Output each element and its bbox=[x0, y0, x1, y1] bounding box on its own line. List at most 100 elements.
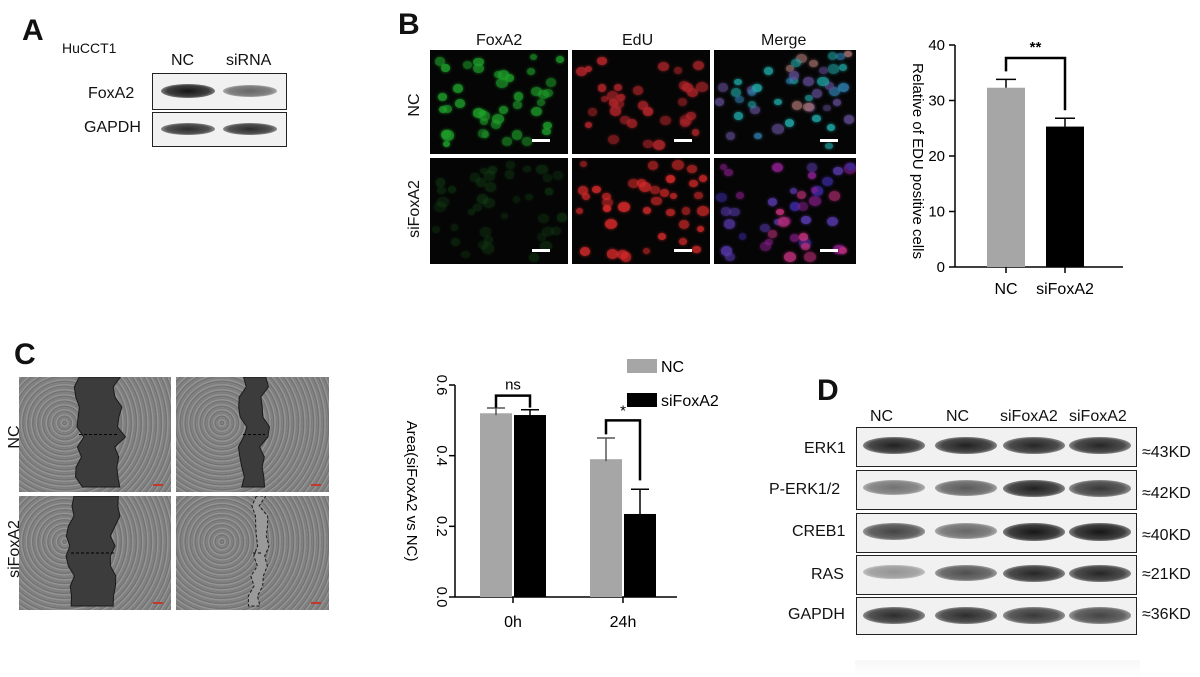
cell-nucleus bbox=[777, 217, 790, 227]
cell-nucleus bbox=[679, 219, 690, 229]
cell-nucleus bbox=[482, 131, 490, 138]
panel-c-letter: C bbox=[14, 338, 36, 371]
scale-bar bbox=[153, 484, 163, 486]
cell-nucleus bbox=[785, 78, 793, 84]
cell-nucleus bbox=[670, 193, 678, 200]
cell-nucleus bbox=[473, 108, 485, 118]
cell-nucleus bbox=[839, 246, 848, 254]
cell-nucleus bbox=[437, 197, 449, 208]
cell-nucleus bbox=[608, 135, 619, 145]
cell-nucleus bbox=[797, 190, 807, 199]
cell-nucleus bbox=[725, 132, 735, 140]
y-tick-label: 40 bbox=[928, 37, 945, 54]
cell-nucleus bbox=[479, 110, 491, 121]
cell-nucleus bbox=[835, 52, 845, 61]
band bbox=[1069, 480, 1131, 497]
cell-nucleus bbox=[496, 78, 509, 88]
cell-nucleus bbox=[473, 57, 484, 67]
y-tick-label: 0.2 bbox=[433, 516, 450, 537]
cell-nucleus bbox=[735, 95, 744, 103]
cell-nucleus bbox=[817, 76, 829, 87]
cell-nucleus bbox=[789, 188, 797, 195]
cell-nucleus bbox=[797, 202, 809, 212]
cell-nucleus bbox=[693, 191, 703, 200]
legend-swatch bbox=[627, 393, 657, 407]
band bbox=[863, 607, 925, 625]
scale-bar bbox=[674, 249, 692, 252]
blot-creb1 bbox=[856, 513, 1137, 553]
cell-nucleus bbox=[530, 106, 542, 116]
cell-nucleus bbox=[556, 213, 567, 222]
cell-nucleus bbox=[768, 198, 778, 207]
band bbox=[863, 523, 925, 540]
cell-nucleus bbox=[632, 86, 644, 96]
cell-nucleus bbox=[582, 193, 591, 200]
cell-nucleus bbox=[785, 64, 795, 73]
lane-label: NC bbox=[870, 408, 894, 425]
panel-d-letter: D bbox=[817, 374, 839, 407]
cell-nucleus bbox=[771, 162, 783, 173]
cell-nucleus bbox=[747, 89, 756, 97]
cell-nucleus bbox=[812, 114, 822, 123]
panel-a-row-gapdh: GAPDH bbox=[84, 119, 141, 136]
cell-nucleus bbox=[790, 234, 800, 242]
cell-nucleus bbox=[617, 94, 625, 101]
lane-label: siFoxA2 bbox=[1069, 408, 1127, 425]
cell-nucleus bbox=[666, 209, 675, 217]
row-label-gapdh: GAPDH bbox=[788, 606, 845, 623]
bar bbox=[514, 415, 546, 597]
panel-b-col-foxa2: FoxA2 bbox=[476, 32, 523, 49]
cell-nucleus bbox=[610, 106, 622, 116]
cell-nucleus bbox=[738, 233, 747, 240]
cell-nucleus bbox=[462, 60, 473, 69]
panel-b-col-edu: EdU bbox=[622, 32, 654, 49]
cell-nucleus bbox=[528, 253, 540, 262]
cell-nucleus bbox=[801, 215, 812, 225]
y-tick-label: 0.0 bbox=[433, 587, 450, 608]
blot-foxa2 bbox=[152, 73, 287, 110]
cell-nucleus bbox=[660, 115, 672, 125]
wound-image-nc-24h bbox=[176, 377, 329, 492]
cell-nucleus bbox=[480, 117, 489, 125]
y-tick-label: 0.4 bbox=[433, 445, 450, 466]
cell-nucleus bbox=[719, 163, 728, 170]
panel-b-row-sifoxa2: siFoxA2 bbox=[406, 180, 423, 238]
size-label-erk1: ≈43KD bbox=[1142, 444, 1191, 461]
y-tick-label: 0.6 bbox=[433, 375, 450, 396]
cell-nucleus bbox=[545, 188, 553, 195]
cell-nucleus bbox=[442, 104, 453, 113]
cell-nucleus bbox=[543, 174, 552, 182]
cell-nucleus bbox=[804, 251, 817, 262]
row-label-ras: RAS bbox=[811, 566, 844, 583]
cell-nucleus bbox=[790, 77, 798, 84]
band bbox=[935, 480, 997, 496]
wound-image-sifoxa2-0h bbox=[19, 496, 171, 610]
cell-nucleus bbox=[833, 244, 845, 255]
cell-nucleus bbox=[696, 225, 704, 232]
cell-nucleus bbox=[523, 165, 531, 172]
cell-nucleus bbox=[805, 94, 813, 102]
bar bbox=[590, 459, 622, 597]
blot-gapdh-d bbox=[856, 597, 1137, 635]
band bbox=[935, 607, 997, 625]
cell-nucleus bbox=[784, 251, 796, 262]
cell-nucleus bbox=[729, 207, 740, 217]
y-tick-label: 30 bbox=[928, 93, 945, 110]
size-label-p-erk: ≈42KD bbox=[1142, 485, 1191, 502]
cell-nucleus bbox=[647, 161, 659, 171]
cell-nucleus bbox=[435, 178, 446, 187]
cell-nucleus bbox=[772, 124, 784, 134]
cell-nucleus bbox=[811, 89, 823, 99]
cell-nucleus bbox=[809, 195, 821, 206]
cell-nucleus bbox=[826, 123, 836, 132]
wound-gap bbox=[247, 496, 270, 607]
cell-nucleus bbox=[504, 170, 515, 179]
cell-nucleus bbox=[721, 207, 732, 216]
cell-nucleus bbox=[527, 68, 536, 76]
blot-p-erk bbox=[856, 470, 1137, 510]
scale-bar bbox=[820, 249, 838, 252]
scale-bar bbox=[820, 139, 838, 142]
blot-ras bbox=[856, 555, 1137, 595]
scale-bar bbox=[532, 249, 550, 252]
cell-nucleus bbox=[504, 74, 514, 82]
